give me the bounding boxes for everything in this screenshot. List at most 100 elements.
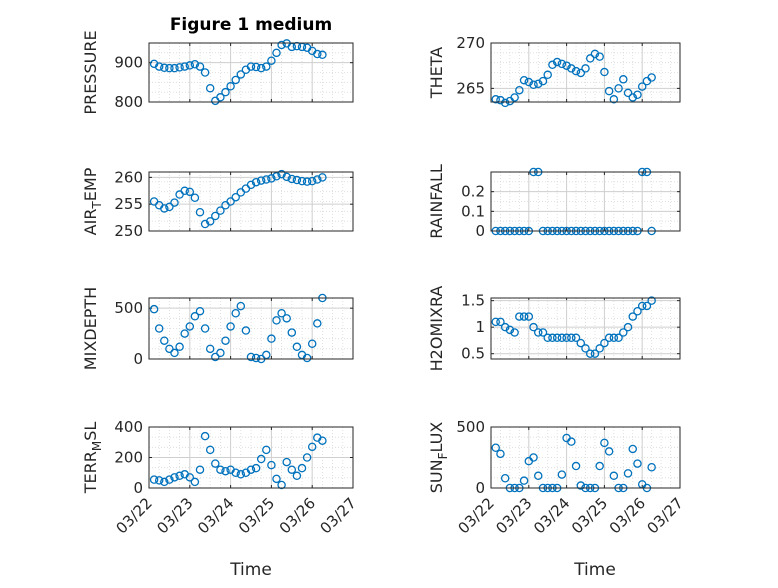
data-point <box>623 469 633 478</box>
data-point <box>256 176 266 185</box>
subplot-rainfall: 0 0.10.2 RAINFALL <box>427 164 681 240</box>
data-point <box>571 333 581 343</box>
data-point <box>149 475 159 484</box>
data-point <box>524 312 534 321</box>
data-point <box>185 473 195 482</box>
data-point <box>165 63 174 73</box>
data-point <box>282 457 291 467</box>
data-point <box>221 466 230 476</box>
data-point <box>267 56 276 65</box>
data-point <box>205 344 215 354</box>
data-point <box>185 61 195 70</box>
data-point <box>543 70 552 80</box>
data-point <box>600 338 609 348</box>
data-point <box>211 459 220 468</box>
y-axis-label: PRESSURE <box>81 30 100 114</box>
data-point <box>604 333 614 343</box>
data-point <box>318 173 327 182</box>
y-tick-label: 0.5 <box>461 345 485 363</box>
data-point <box>180 186 189 196</box>
x-tick-label: 03/27 <box>317 494 360 537</box>
data-point <box>297 463 307 473</box>
axes-box <box>490 42 681 103</box>
data-point <box>581 64 590 73</box>
subplot-pressure: 800 900 PRESSURE <box>81 30 354 115</box>
data-point <box>267 334 276 343</box>
data-point <box>585 349 595 358</box>
data-point <box>160 477 169 487</box>
y-axis-label: TERRMSL <box>81 422 104 495</box>
data-point <box>262 445 271 455</box>
axes-box <box>148 426 354 489</box>
data-point <box>585 54 595 63</box>
y-tick-label: 265 <box>456 79 485 97</box>
data-point <box>231 75 240 85</box>
subplot-h2omixra: 0.5 1 1.5 H2OMIXRA <box>427 286 681 372</box>
y-tick-label: 0 <box>475 222 485 240</box>
data-point <box>297 176 307 186</box>
subplot-mixdepth: 0 500 MIXDEPTH <box>81 287 354 370</box>
data-point <box>609 471 619 481</box>
data-point <box>185 322 195 331</box>
data-point <box>491 95 500 104</box>
y-axis-label: H2OMIXRA <box>427 286 446 372</box>
data-point <box>491 443 500 452</box>
data-point <box>496 449 505 459</box>
data-point <box>647 296 656 305</box>
y-tick-label: 1.5 <box>461 292 485 310</box>
data-point <box>170 473 179 482</box>
data-point <box>571 461 581 471</box>
data-point <box>628 312 638 321</box>
data-point <box>216 93 225 102</box>
data-point <box>609 95 619 104</box>
data-point <box>318 436 327 445</box>
data-point <box>623 322 633 332</box>
data-point <box>307 339 317 348</box>
data-point <box>647 73 656 82</box>
data-point <box>633 90 642 99</box>
data-point <box>226 197 235 206</box>
data-point <box>231 192 240 202</box>
data-point <box>576 68 586 78</box>
data-point <box>216 465 225 474</box>
data-point <box>262 175 271 184</box>
data-point <box>567 437 576 446</box>
data-point <box>165 344 174 354</box>
data-point <box>180 62 189 71</box>
data-point <box>165 202 174 212</box>
y-tick-label: 270 <box>456 34 485 52</box>
data-point <box>500 322 510 332</box>
data-point <box>628 444 638 454</box>
data-point <box>600 67 609 77</box>
data-point <box>190 477 200 487</box>
data-point <box>267 460 276 470</box>
data-point <box>226 322 235 331</box>
data-point <box>185 187 195 197</box>
data-point <box>623 88 633 98</box>
data-point <box>256 454 266 464</box>
x-tick-label: 03/23 <box>492 494 535 537</box>
x-tick-label: 03/25 <box>568 494 611 537</box>
data-point <box>515 85 524 95</box>
axes-box <box>490 171 681 232</box>
data-point <box>552 57 562 67</box>
data-point <box>211 211 220 221</box>
data-point <box>633 459 642 468</box>
data-point <box>160 63 169 73</box>
data-point <box>195 306 205 316</box>
subplot-theta: 265 270 THETA <box>427 34 681 108</box>
data-point <box>170 348 179 358</box>
data-point <box>562 333 571 343</box>
data-point <box>272 474 281 484</box>
data-point <box>205 83 215 93</box>
data-point <box>576 338 586 348</box>
data-point <box>200 324 210 333</box>
data-point <box>277 480 286 490</box>
data-point <box>519 476 529 485</box>
data-point <box>205 445 215 455</box>
data-point <box>256 63 266 73</box>
x-tick-label: 03/22 <box>113 494 156 537</box>
